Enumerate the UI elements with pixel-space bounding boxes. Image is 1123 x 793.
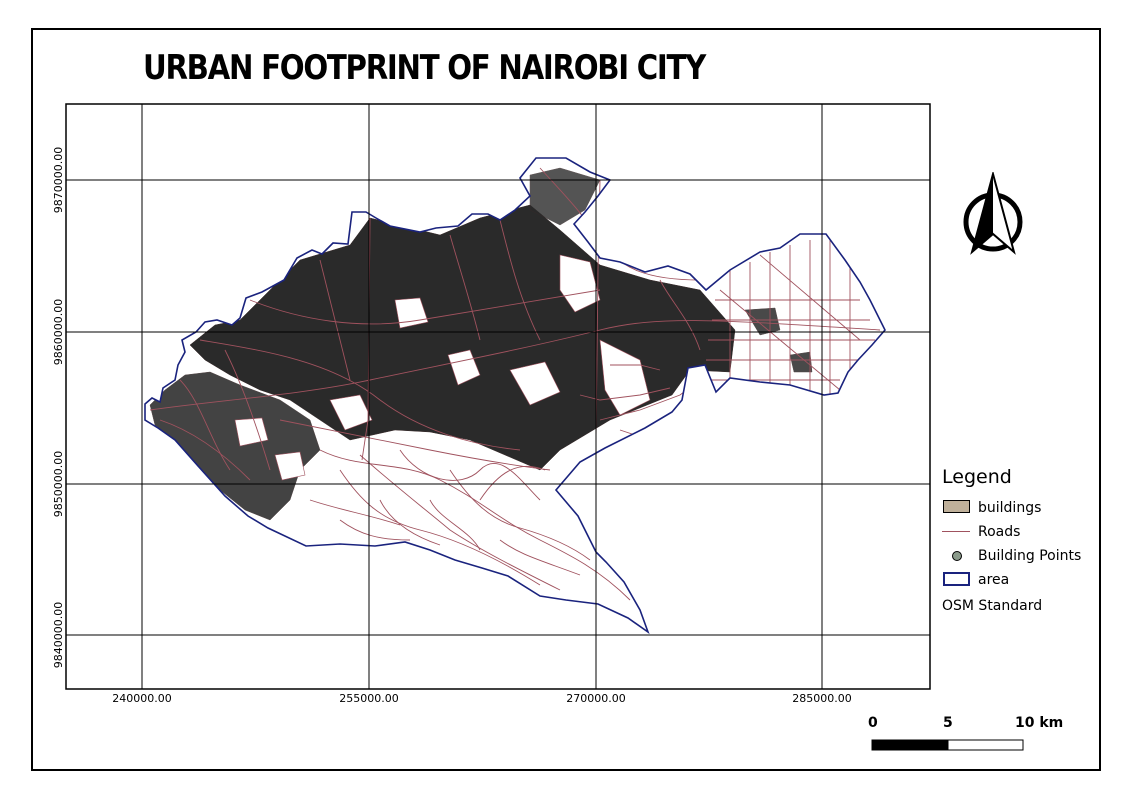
north-arrow-icon bbox=[963, 172, 1023, 255]
map-frame bbox=[31, 28, 1101, 771]
legend: Legend buildings Roads Building Points a… bbox=[942, 466, 1092, 614]
legend-label: area bbox=[978, 572, 1010, 588]
area-outline-icon bbox=[942, 572, 972, 588]
legend-title: Legend bbox=[942, 466, 1012, 488]
map-layers bbox=[66, 104, 930, 689]
legend-label: buildings bbox=[978, 500, 1042, 516]
x-label: 285000.00 bbox=[792, 692, 852, 705]
buildings-swatch-icon bbox=[942, 500, 972, 516]
area-boundary bbox=[144, 157, 886, 635]
legend-label: Building Points bbox=[978, 548, 1082, 564]
legend-item-building-points: Building Points bbox=[942, 544, 1092, 568]
x-label: 270000.00 bbox=[566, 692, 626, 705]
scale-label-5: 5 bbox=[943, 715, 953, 731]
scale-bar bbox=[871, 739, 1024, 751]
scale-bar-segment-filled bbox=[871, 739, 949, 751]
y-label: 9850000.00 bbox=[52, 451, 65, 517]
scale-label-0: 0 bbox=[868, 715, 878, 731]
y-axis-labels: 9870000.00 9860000.00 9850000.00 9840000… bbox=[52, 147, 65, 668]
x-axis-labels: 240000.00 255000.00 270000.00 285000.00 bbox=[112, 692, 852, 705]
roads-line-icon bbox=[942, 524, 972, 540]
legend-item-roads: Roads bbox=[942, 520, 1092, 544]
y-label: 9840000.00 bbox=[52, 602, 65, 668]
legend-item-area: area bbox=[942, 568, 1092, 592]
points-dot-icon bbox=[942, 548, 972, 564]
open-land-patches bbox=[234, 254, 651, 481]
scale-label-10km: 10 km bbox=[1015, 715, 1064, 731]
y-label: 9860000.00 bbox=[52, 299, 65, 365]
y-label: 9870000.00 bbox=[52, 147, 65, 213]
x-label: 255000.00 bbox=[339, 692, 399, 705]
legend-label: Roads bbox=[978, 524, 1021, 540]
basemap-label: OSM Standard bbox=[942, 598, 1043, 614]
map-title: URBAN FOOTPRINT OF NAIROBI CITY bbox=[143, 48, 706, 88]
built-up-areas bbox=[149, 167, 813, 521]
x-label: 240000.00 bbox=[112, 692, 172, 705]
legend-item-buildings: buildings bbox=[942, 496, 1092, 520]
coordinate-grid bbox=[66, 104, 930, 689]
scale-bar-segment-empty bbox=[947, 739, 1024, 751]
